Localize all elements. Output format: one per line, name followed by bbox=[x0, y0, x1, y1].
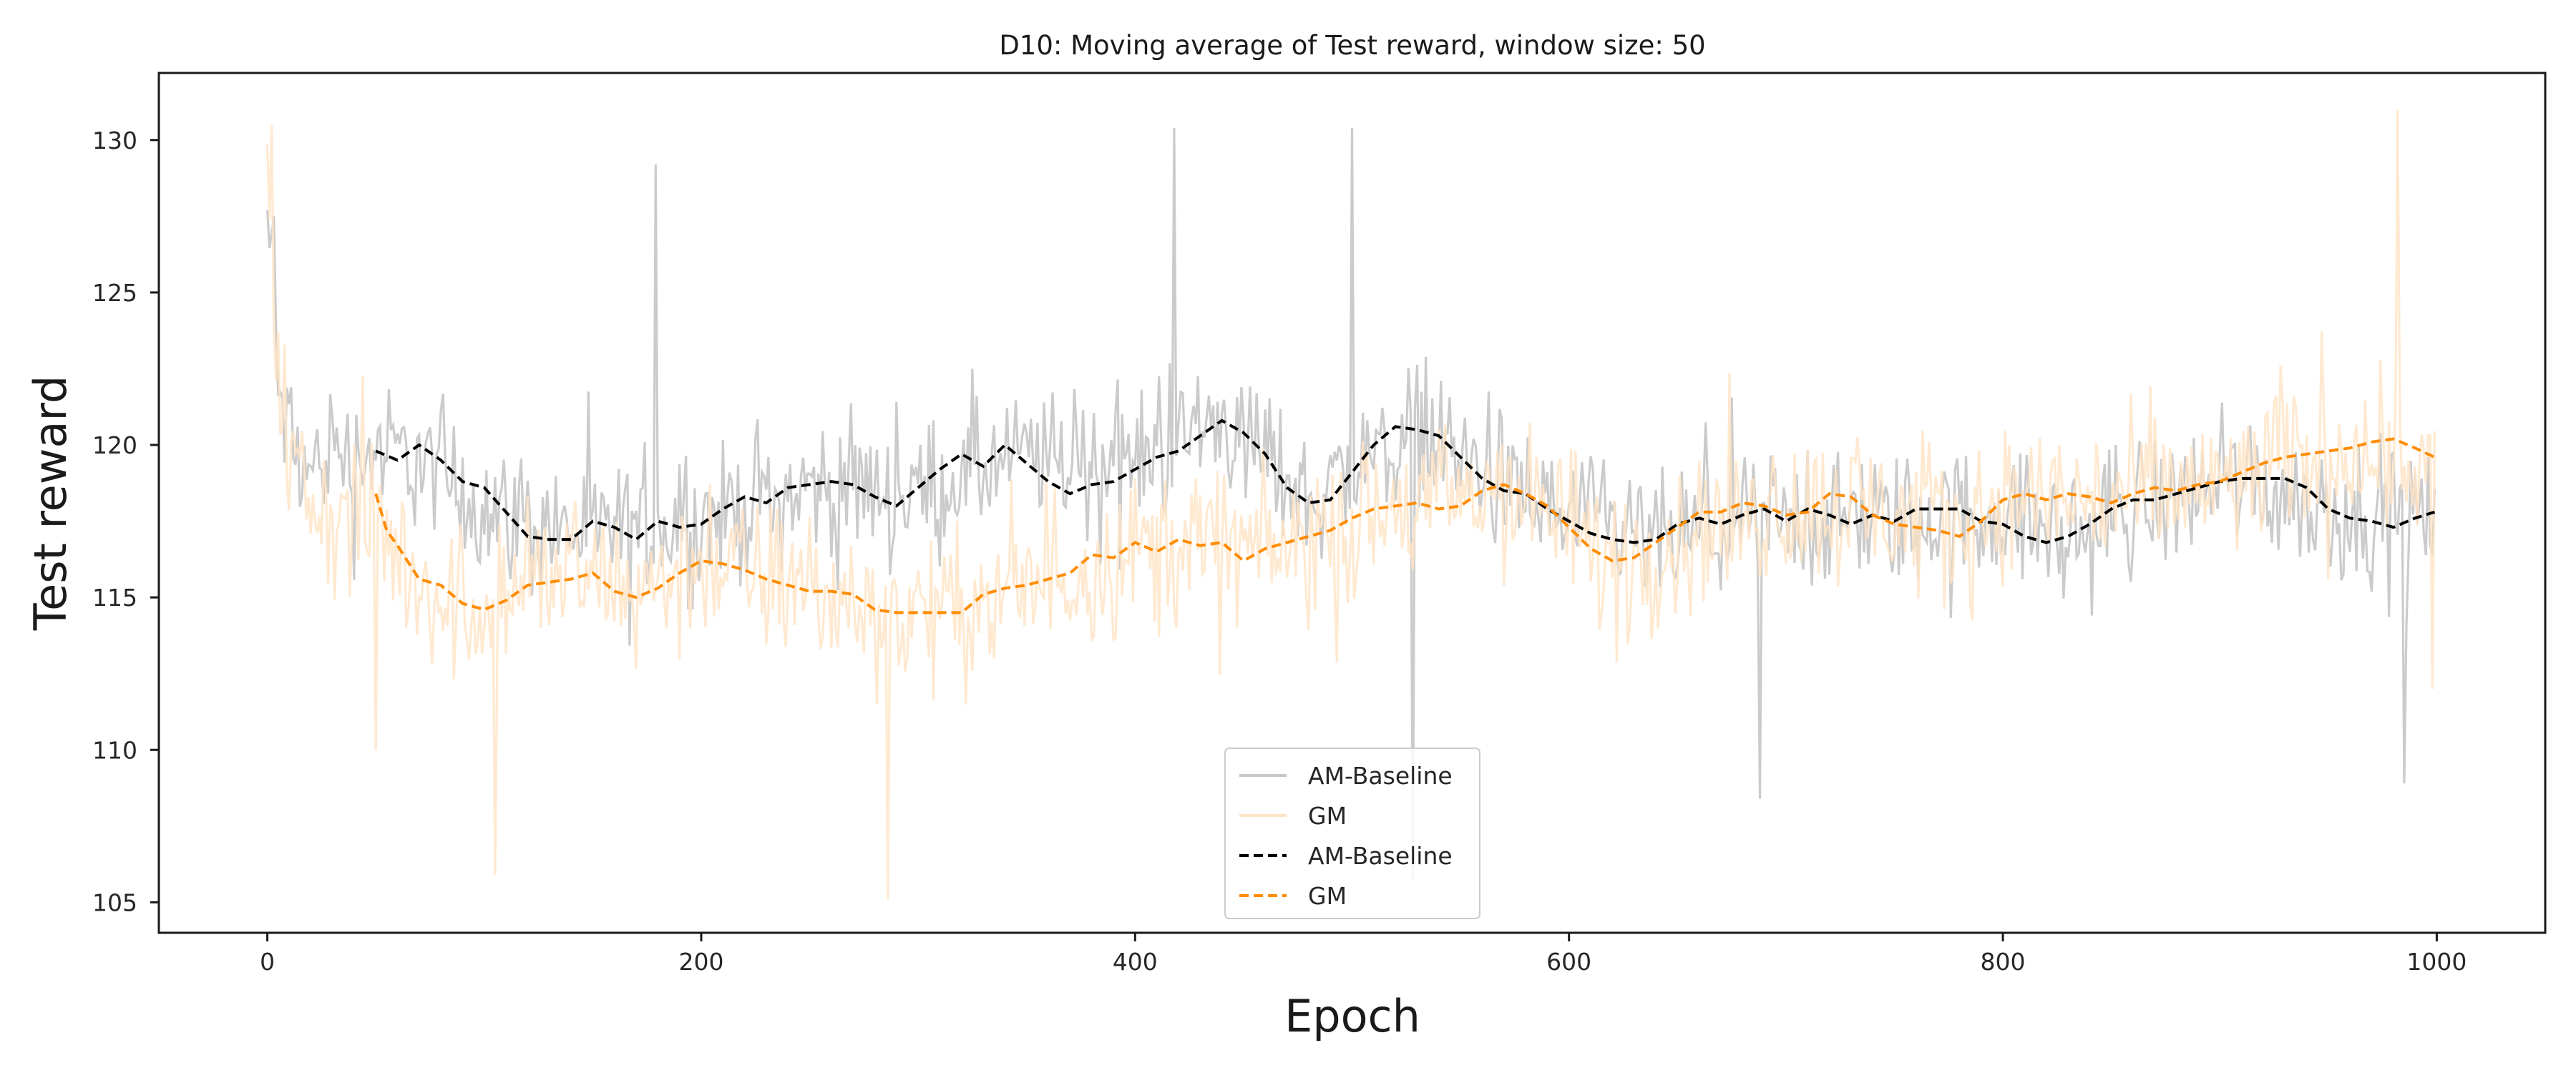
x-tick-label: 800 bbox=[1981, 948, 2026, 976]
legend-label: AM-Baseline bbox=[1308, 842, 1453, 870]
raw-series-line bbox=[266, 109, 2436, 900]
moving-average-line bbox=[375, 418, 2435, 544]
y-tick-label: 115 bbox=[92, 584, 137, 612]
y-tick-label: 110 bbox=[92, 736, 137, 764]
legend-label: AM-Baseline bbox=[1308, 762, 1453, 790]
x-tick-label: 600 bbox=[1546, 948, 1591, 976]
legend: AM-Baseline GM AM-Baseline GM bbox=[1224, 748, 1480, 919]
y-tick-label: 125 bbox=[92, 279, 137, 307]
y-tick-label: 130 bbox=[92, 127, 137, 155]
legend-label: GM bbox=[1308, 802, 1347, 830]
moving-average-line bbox=[374, 437, 2436, 614]
y-axis-title: Test reward bbox=[24, 376, 77, 632]
x-tick-label: 400 bbox=[1113, 948, 1158, 976]
x-tick-label: 0 bbox=[260, 948, 275, 976]
raw-series-line bbox=[266, 127, 2436, 881]
plot-area bbox=[266, 109, 2436, 900]
y-tick-label: 105 bbox=[92, 888, 137, 916]
x-axis: 0 200 400 600 800 1000 bbox=[260, 933, 2467, 976]
x-tick-label: 200 bbox=[678, 948, 723, 976]
legend-label: GM bbox=[1308, 882, 1347, 910]
plot-frame bbox=[157, 72, 2547, 934]
y-tick-label: 120 bbox=[92, 431, 137, 459]
chart-title: D10: Moving average of Test reward, wind… bbox=[999, 30, 1705, 61]
x-axis-title: Epoch bbox=[1284, 990, 1420, 1042]
x-tick-label: 1000 bbox=[2406, 948, 2467, 976]
legend-box bbox=[1224, 748, 1480, 919]
y-axis: 105 110 115 120 125 130 bbox=[92, 127, 159, 916]
